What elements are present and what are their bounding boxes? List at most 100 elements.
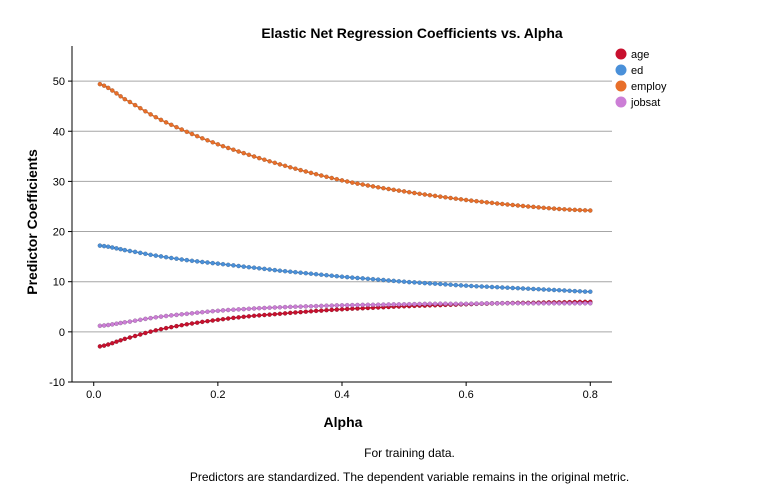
data-point-jobsat: [101, 323, 107, 328]
data-point-age: [127, 335, 133, 340]
data-point-age: [298, 309, 303, 315]
data-point-jobsat: [468, 301, 474, 307]
data-point-jobsat: [453, 301, 459, 307]
data-point-ed: [468, 283, 474, 289]
y-tick-label: 30: [53, 176, 65, 188]
data-point-age: [236, 315, 241, 320]
data-point-employ: [163, 120, 169, 125]
data-point-ed: [489, 284, 495, 290]
data-point-ed: [499, 285, 505, 290]
data-point-employ: [365, 183, 371, 188]
data-point-jobsat: [132, 318, 138, 324]
data-point-employ: [546, 205, 552, 211]
data-point-jobsat: [588, 300, 593, 306]
data-point-ed: [298, 270, 303, 276]
data-point-jobsat: [344, 302, 350, 308]
data-point-ed: [184, 257, 190, 263]
data-point-ed: [494, 284, 500, 290]
data-point-employ: [118, 94, 123, 99]
data-point-jobsat: [97, 323, 103, 329]
data-point-jobsat: [546, 300, 552, 306]
data-point-employ: [453, 196, 459, 201]
data-point-ed: [246, 264, 252, 270]
data-point-employ: [474, 198, 479, 204]
data-point-jobsat: [329, 303, 335, 308]
data-point-age: [339, 306, 345, 312]
data-point-jobsat: [339, 302, 345, 308]
data-point-jobsat: [396, 302, 402, 307]
data-point-ed: [251, 265, 257, 271]
data-point-jobsat: [153, 314, 159, 320]
data-point-jobsat: [262, 305, 267, 311]
data-point-ed: [339, 274, 345, 280]
data-point-ed: [122, 247, 128, 253]
data-point-age: [184, 321, 190, 327]
data-point-ed: [303, 270, 309, 276]
data-point-ed: [427, 281, 433, 286]
data-point-employ: [448, 195, 453, 201]
data-point-ed: [189, 258, 195, 264]
data-point-employ: [282, 163, 288, 169]
x-tick-label: 0.0: [86, 389, 101, 401]
data-point-age: [324, 307, 329, 313]
data-point-age: [308, 308, 314, 314]
data-point-age: [246, 313, 252, 319]
data-point-age: [318, 308, 324, 313]
data-point-ed: [406, 279, 412, 285]
data-point-ed: [267, 267, 272, 272]
data-point-ed: [546, 287, 552, 293]
data-point-jobsat: [567, 300, 572, 306]
data-point-jobsat: [287, 304, 293, 310]
data-point-jobsat: [256, 305, 262, 311]
series-age: [97, 299, 593, 349]
data-point-jobsat: [484, 301, 490, 306]
data-point-ed: [132, 249, 138, 255]
data-point-ed: [541, 287, 547, 292]
data-point-employ: [422, 192, 428, 197]
data-point-ed: [556, 287, 562, 293]
data-point-age: [194, 320, 200, 326]
data-point-age: [220, 316, 226, 322]
data-point-ed: [163, 254, 169, 260]
y-tick-labels: -10 0 10 20 30 40 50: [49, 76, 65, 389]
data-point-ed: [536, 286, 541, 292]
data-point-employ: [370, 184, 376, 189]
data-point-employ: [220, 143, 226, 149]
data-point-employ: [97, 81, 103, 87]
data-point-jobsat: [205, 309, 210, 315]
data-point-ed: [272, 267, 278, 273]
data-point-employ: [515, 203, 521, 208]
data-point-employ: [499, 201, 505, 207]
data-point-ed: [588, 289, 593, 295]
data-point-jobsat: [199, 309, 205, 315]
data-point-employ: [174, 124, 179, 130]
data-point-employ: [205, 137, 210, 143]
data-point-employ: [510, 202, 516, 208]
data-point-jobsat: [499, 300, 505, 306]
data-point-jobsat: [406, 301, 412, 307]
data-point-ed: [97, 243, 103, 248]
data-point-jobsat: [293, 304, 298, 310]
legend-item-jobsat: jobsat: [615, 96, 660, 109]
axes: [68, 46, 612, 386]
data-point-employ: [277, 162, 283, 167]
data-point-employ: [324, 174, 329, 180]
data-point-employ: [494, 201, 500, 206]
data-point-jobsat: [127, 319, 133, 324]
data-point-employ: [194, 133, 200, 139]
data-point-age: [231, 315, 236, 321]
data-point-jobsat: [582, 300, 588, 306]
data-point-age: [105, 342, 111, 347]
data-point-jobsat: [494, 300, 500, 306]
data-point-employ: [443, 194, 448, 200]
data-point-jobsat: [318, 303, 324, 309]
data-point-age: [118, 337, 123, 343]
data-point-age: [189, 321, 195, 326]
data-point-age: [143, 330, 148, 336]
data-point-age: [267, 312, 272, 317]
gridlines: [72, 80, 612, 333]
data-point-ed: [474, 283, 479, 289]
data-point-ed: [194, 259, 200, 264]
x-axis-label: Alpha: [324, 414, 363, 430]
legend-label: jobsat: [630, 97, 660, 109]
